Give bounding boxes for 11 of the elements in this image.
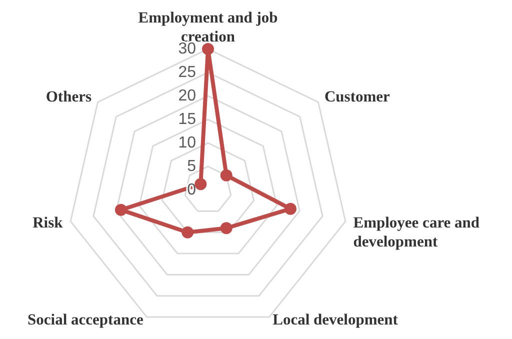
spoke-label: Social acceptance	[28, 312, 144, 329]
spoke-label: Risk	[32, 214, 64, 232]
spoke-label: Others	[46, 88, 92, 106]
y-tick-label: 15	[178, 111, 196, 128]
spoke-label: Employee care and development	[353, 214, 480, 251]
spoke-label: Customer	[324, 88, 390, 106]
spoke-label: Local development	[272, 312, 399, 329]
y-tick-label: 5	[187, 158, 196, 175]
y-tick-label: 10	[178, 134, 196, 152]
y-tick-label: 20	[178, 88, 196, 104]
y-tick-label: 25	[178, 64, 196, 81]
